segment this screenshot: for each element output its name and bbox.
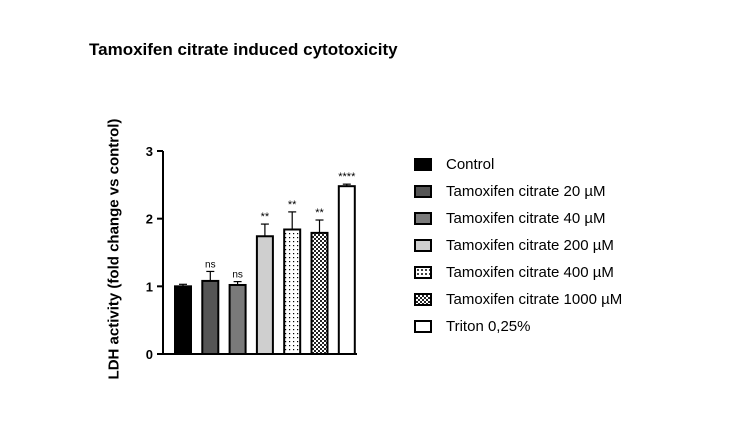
legend-item: Tamoxifen citrate 400 µM [414,263,714,283]
legend-item: Control [414,155,714,175]
legend-item: Tamoxifen citrate 1000 µM [414,290,714,310]
significance-label: ns [205,259,216,270]
legend-label: Triton 0,25% [446,318,531,335]
legend-label: Control [446,156,495,173]
legend-swatch [414,212,432,225]
bar [337,185,356,355]
legend-swatch [414,293,432,306]
y-tick-label: 1 [146,279,153,294]
legend-label: Tamoxifen citrate 400 µM [446,264,614,281]
bar [255,235,274,355]
significance-label: ** [261,211,270,223]
legend-swatch [414,320,432,333]
legend-swatch [414,158,432,171]
y-tick-label: 3 [146,144,153,159]
chart-title: Tamoxifen citrate induced cytotoxicity [89,40,398,59]
bar [228,283,247,356]
significance-label: **** [338,171,356,183]
y-tick-label: 2 [146,212,153,227]
legend-label: Tamoxifen citrate 1000 µM [446,291,623,308]
legend-swatch [414,239,432,252]
legend-item: Tamoxifen citrate 200 µM [414,236,714,256]
legend-label: Tamoxifen citrate 20 µM [446,183,606,200]
bar [283,228,302,355]
legend-label: Tamoxifen citrate 40 µM [446,210,606,227]
bar [201,279,220,356]
legend-item: Triton 0,25% [414,317,714,337]
legend-item: Tamoxifen citrate 40 µM [414,209,714,229]
significance-label: ns [232,270,243,281]
legend-label: Tamoxifen citrate 200 µM [446,237,614,254]
significance-label: ** [288,199,297,211]
bar [174,285,192,356]
y-tick-label: 0 [146,347,153,362]
legend-item: Tamoxifen citrate 20 µM [414,182,714,202]
legend-swatch [414,185,432,198]
legend-swatch [414,266,432,279]
bar [310,231,329,355]
significance-label: ** [315,207,324,219]
